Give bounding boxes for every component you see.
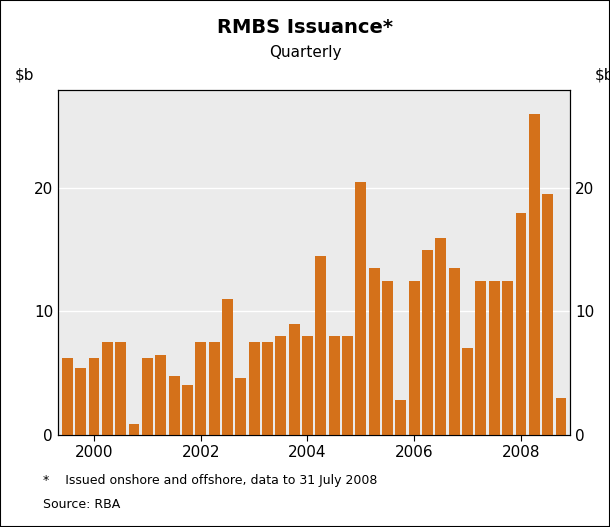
- Bar: [489, 281, 500, 435]
- Bar: [436, 238, 447, 435]
- Bar: [315, 256, 326, 435]
- Bar: [542, 194, 553, 435]
- Bar: [302, 336, 313, 435]
- Bar: [462, 348, 473, 435]
- Bar: [142, 358, 153, 435]
- Bar: [515, 213, 526, 435]
- Bar: [556, 398, 567, 435]
- Text: $b: $b: [594, 67, 610, 83]
- Bar: [115, 343, 126, 435]
- Bar: [209, 343, 220, 435]
- Bar: [449, 268, 460, 435]
- Bar: [475, 281, 486, 435]
- Text: $b: $b: [15, 67, 34, 83]
- Text: RMBS Issuance*: RMBS Issuance*: [217, 18, 393, 37]
- Bar: [329, 336, 340, 435]
- Bar: [129, 424, 140, 435]
- Bar: [195, 343, 206, 435]
- Bar: [356, 182, 367, 435]
- Bar: [182, 385, 193, 435]
- Bar: [275, 336, 286, 435]
- Text: *    Issued onshore and offshore, data to 31 July 2008: * Issued onshore and offshore, data to 3…: [43, 474, 377, 487]
- Bar: [262, 343, 273, 435]
- Bar: [249, 343, 260, 435]
- Bar: [88, 358, 99, 435]
- Bar: [502, 281, 513, 435]
- Text: Quarterly: Quarterly: [269, 45, 341, 60]
- Text: Source: RBA: Source: RBA: [43, 498, 120, 511]
- Bar: [342, 336, 353, 435]
- Bar: [102, 343, 113, 435]
- Bar: [222, 299, 233, 435]
- Bar: [155, 355, 166, 435]
- Bar: [289, 324, 300, 435]
- Bar: [409, 281, 420, 435]
- Bar: [75, 368, 86, 435]
- Bar: [422, 250, 433, 435]
- Bar: [382, 281, 393, 435]
- Bar: [235, 378, 246, 435]
- Bar: [62, 358, 73, 435]
- Bar: [395, 401, 406, 435]
- Bar: [529, 114, 540, 435]
- Bar: [368, 268, 379, 435]
- Bar: [168, 376, 179, 435]
